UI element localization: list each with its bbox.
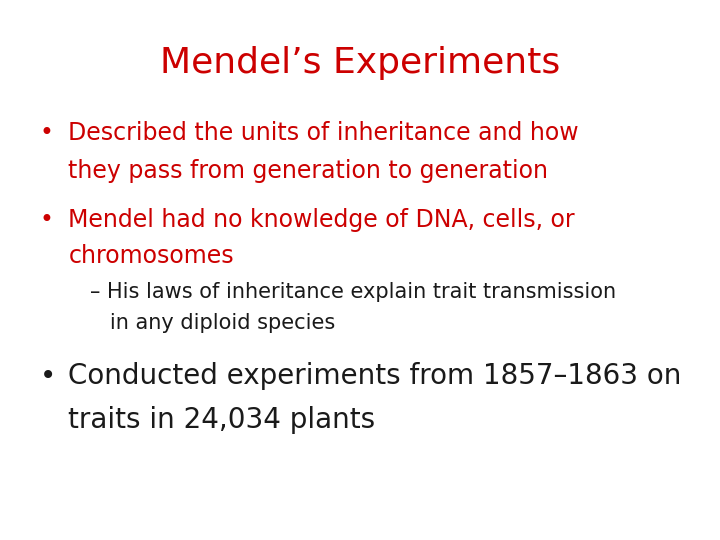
Text: •: • xyxy=(40,208,53,232)
Text: in any diploid species: in any diploid species xyxy=(90,313,336,333)
Text: •: • xyxy=(40,122,53,145)
Text: chromosomes: chromosomes xyxy=(68,244,234,268)
Text: Mendel’s Experiments: Mendel’s Experiments xyxy=(160,46,560,80)
Text: Conducted experiments from 1857–1863 on: Conducted experiments from 1857–1863 on xyxy=(68,362,682,390)
Text: traits in 24,034 plants: traits in 24,034 plants xyxy=(68,406,376,434)
Text: they pass from generation to generation: they pass from generation to generation xyxy=(68,159,549,183)
Text: – His laws of inheritance explain trait transmission: – His laws of inheritance explain trait … xyxy=(90,282,616,302)
Text: •: • xyxy=(40,362,56,390)
Text: Described the units of inheritance and how: Described the units of inheritance and h… xyxy=(68,122,579,145)
Text: Mendel had no knowledge of DNA, cells, or: Mendel had no knowledge of DNA, cells, o… xyxy=(68,208,575,232)
